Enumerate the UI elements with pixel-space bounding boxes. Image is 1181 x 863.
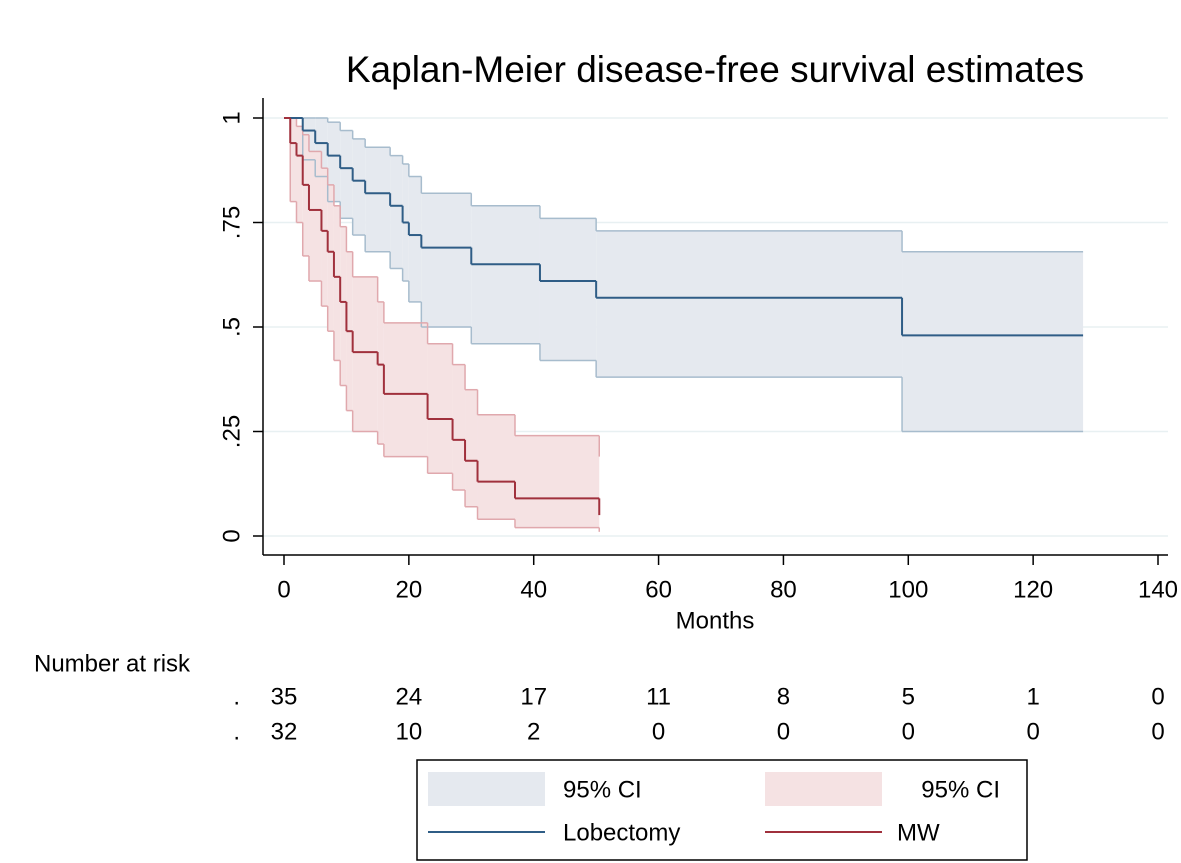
x-tick-label: 20	[396, 576, 423, 603]
legend-swatch	[765, 772, 882, 806]
y-tick-label: .25	[218, 415, 245, 448]
ci-band	[408, 176, 422, 302]
risk-value: 5	[902, 683, 915, 710]
x-tick-label: 120	[1013, 576, 1053, 603]
ci-band	[539, 218, 597, 361]
ci-band	[421, 193, 472, 327]
ci-band	[302, 134, 309, 256]
ci-band	[514, 435, 600, 528]
y-tick-label: 0	[218, 529, 245, 542]
risk-value: 10	[396, 718, 423, 745]
risk-value: 35	[271, 683, 298, 710]
ci-band	[377, 301, 384, 445]
ci-band	[471, 205, 540, 344]
y-tick-label: .75	[218, 206, 245, 239]
legend-label: 95% CI	[563, 776, 642, 803]
legend-label: 95% CI	[921, 776, 1000, 803]
risk-table-title: Number at risk	[34, 650, 191, 677]
ci-band	[596, 230, 903, 378]
y-tick-label: .5	[218, 317, 245, 337]
legend-swatch	[428, 772, 545, 806]
risk-value: 0	[652, 718, 665, 745]
ci-band	[352, 138, 366, 236]
ci-band	[308, 151, 322, 282]
risk-value: 32	[271, 718, 298, 745]
ci-band	[465, 389, 478, 507]
ci-band	[290, 118, 297, 202]
ci-band	[452, 364, 466, 491]
risk-row-label: .	[233, 683, 240, 710]
chart-title: Kaplan-Meier disease-free survival estim…	[346, 49, 1084, 90]
x-tick-label: 100	[888, 576, 928, 603]
risk-value: 0	[1151, 683, 1164, 710]
x-tick-label: 60	[645, 576, 672, 603]
ci-band	[365, 147, 391, 252]
risk-value: 1	[1026, 683, 1039, 710]
x-axis-title: Months	[676, 607, 755, 634]
risk-value: 24	[396, 683, 423, 710]
x-tick-label: 40	[520, 576, 547, 603]
ci-band	[327, 184, 334, 332]
ci-band	[383, 322, 428, 457]
risk-value: 2	[527, 718, 540, 745]
ci-band	[340, 226, 347, 386]
legend-label: MW	[897, 819, 940, 846]
ci-band	[327, 122, 341, 202]
ci-band	[390, 155, 403, 269]
x-tick-label: 80	[770, 576, 797, 603]
x-tick-label: 140	[1138, 576, 1178, 603]
risk-value: 0	[1151, 718, 1164, 745]
risk-row-label: .	[233, 718, 240, 745]
risk-value: 11	[646, 683, 671, 710]
risk-value: 8	[777, 683, 790, 710]
ci-band	[352, 276, 378, 432]
risk-value: 0	[1026, 718, 1039, 745]
risk-value: 0	[777, 718, 790, 745]
risk-value: 0	[902, 718, 915, 745]
ci-band	[333, 205, 341, 361]
ci-band	[477, 414, 515, 520]
ci-band	[340, 130, 353, 219]
risk-value: 17	[520, 683, 547, 710]
ci-band	[902, 251, 1084, 432]
y-tick-label: 1	[218, 111, 245, 124]
x-tick-label: 0	[277, 576, 290, 603]
ci-band	[296, 126, 303, 223]
ci-band	[427, 343, 453, 474]
ci-band	[321, 168, 328, 307]
legend-label: Lobectomy	[563, 819, 680, 846]
